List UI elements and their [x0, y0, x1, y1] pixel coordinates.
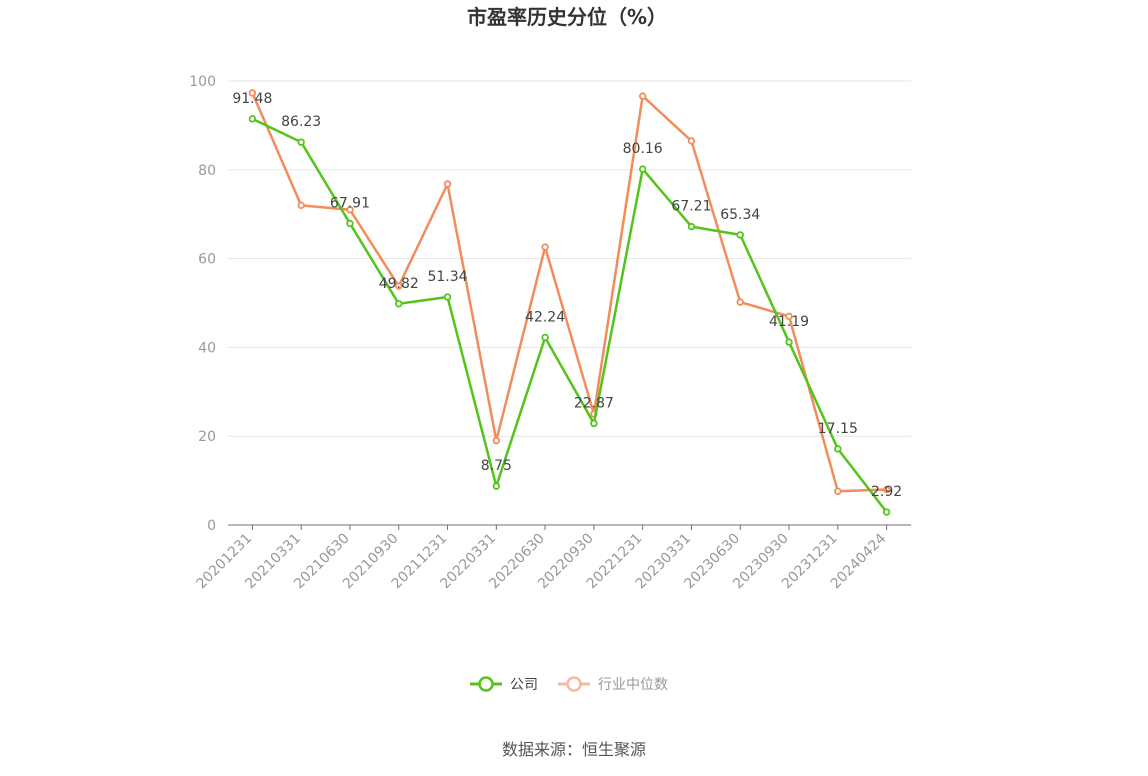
- data-label: 42.24: [525, 309, 565, 325]
- data-label: 51.34: [427, 269, 467, 285]
- data-labels: 91.48 86.23 67.91 49.82 51.34 8.75 42.24 22.87 8…: [232, 91, 902, 500]
- data-label: 67.21: [671, 199, 711, 215]
- data-label: 8.75: [481, 458, 512, 474]
- series-line-1: [251, 92, 887, 493]
- data-point[interactable]: [736, 231, 744, 239]
- data-point[interactable]: [346, 206, 354, 214]
- data-point[interactable]: [882, 485, 891, 494]
- data-label: 22.87: [574, 395, 614, 411]
- series-layer: [248, 89, 891, 516]
- data-point[interactable]: [785, 312, 793, 321]
- chart-title: 市盈率历史分位（%）: [467, 5, 667, 29]
- data-point[interactable]: [834, 445, 842, 453]
- data-point[interactable]: [395, 300, 403, 308]
- legend[interactable]: 公司 行业中位数: [470, 676, 668, 693]
- data-point[interactable]: [785, 338, 793, 346]
- data-point[interactable]: [443, 293, 452, 301]
- y-tick-label: 0: [207, 518, 216, 534]
- y-tick-label: 40: [198, 340, 216, 356]
- legend-item-company[interactable]: 公司: [470, 676, 538, 693]
- legend-item-industry-median[interactable]: 行业中位数: [558, 676, 668, 693]
- legend-label-company: 公司: [510, 677, 538, 693]
- data-point[interactable]: [638, 165, 647, 173]
- data-point[interactable]: [541, 243, 549, 251]
- data-point[interactable]: [541, 333, 549, 342]
- data-label: 65.34: [720, 207, 760, 223]
- data-point[interactable]: [638, 92, 647, 100]
- data-point[interactable]: [590, 419, 598, 428]
- data-source: 数据来源：恒生聚源: [502, 740, 646, 759]
- data-point[interactable]: [346, 219, 354, 228]
- y-tick-label: 60: [198, 252, 216, 268]
- data-label: 67.91: [330, 195, 370, 211]
- data-point[interactable]: [297, 138, 305, 146]
- data-point[interactable]: [834, 487, 842, 495]
- axes: 0204060801002020123120210331202106302021…: [189, 74, 911, 592]
- data-point[interactable]: [443, 180, 452, 188]
- legend-label-industry-median: 行业中位数: [598, 677, 668, 693]
- data-point[interactable]: [882, 508, 891, 516]
- data-label: 91.48: [232, 91, 272, 107]
- y-tick-label: 20: [198, 429, 216, 445]
- data-label: 49.82: [379, 276, 419, 292]
- data-point[interactable]: [687, 222, 696, 231]
- data-point[interactable]: [248, 115, 257, 123]
- data-point[interactable]: [297, 201, 305, 210]
- y-tick-label: 100: [189, 74, 216, 90]
- data-point[interactable]: [492, 436, 501, 445]
- data-label: 17.15: [818, 421, 858, 437]
- data-label: 41.19: [769, 314, 809, 330]
- data-point[interactable]: [736, 298, 744, 306]
- data-point[interactable]: [248, 89, 257, 97]
- data-label: 2.92: [871, 484, 902, 500]
- data-point[interactable]: [687, 137, 696, 145]
- data-label: 86.23: [281, 114, 321, 130]
- series-line-0: [251, 117, 888, 513]
- data-point[interactable]: [395, 282, 403, 290]
- data-label: 80.16: [623, 141, 663, 157]
- y-tick-label: 80: [198, 163, 216, 179]
- data-point[interactable]: [492, 482, 501, 490]
